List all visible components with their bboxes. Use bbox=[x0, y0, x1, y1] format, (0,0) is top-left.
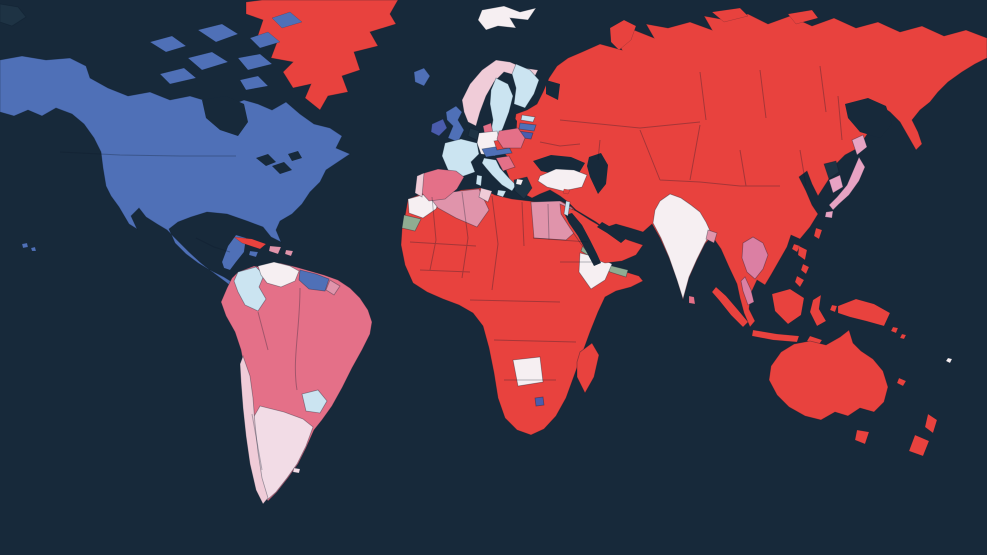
region-turkey[interactable] bbox=[537, 168, 588, 192]
region-western-sahara[interactable] bbox=[401, 214, 422, 232]
region-guyana-suriname[interactable] bbox=[298, 269, 330, 292]
region-israel[interactable] bbox=[563, 200, 571, 217]
region-taiwan[interactable] bbox=[813, 227, 823, 240]
region-india[interactable] bbox=[652, 193, 712, 301]
white-sea bbox=[546, 80, 560, 100]
region-madagascar[interactable] bbox=[576, 342, 600, 394]
region-chukotka-wrap bbox=[0, 3, 27, 27]
persian-gulf bbox=[597, 222, 628, 243]
region-new-zealand[interactable] bbox=[908, 413, 938, 457]
region-north-korea[interactable] bbox=[823, 160, 840, 180]
region-japan[interactable] bbox=[824, 134, 868, 219]
region-chile[interactable] bbox=[239, 354, 269, 505]
sea-of-okhotsk bbox=[845, 98, 892, 138]
region-venezuela[interactable] bbox=[257, 261, 300, 288]
region-jamaica[interactable] bbox=[248, 250, 259, 258]
region-cyprus[interactable] bbox=[562, 188, 571, 195]
region-french-guiana[interactable] bbox=[325, 279, 341, 296]
region-australia[interactable] bbox=[768, 329, 889, 421]
region-bangladesh[interactable] bbox=[705, 229, 718, 244]
region-new-guinea[interactable] bbox=[837, 298, 891, 327]
region-italy[interactable] bbox=[475, 157, 517, 198]
region-tunisia[interactable] bbox=[478, 187, 493, 203]
country-border-lines bbox=[59, 65, 843, 471]
region-sri-lanka[interactable] bbox=[688, 295, 696, 305]
region-indonesia[interactable] bbox=[711, 286, 838, 347]
region-botswana[interactable] bbox=[512, 356, 544, 387]
region-cuba[interactable] bbox=[233, 236, 267, 250]
region-arabia[interactable] bbox=[559, 203, 644, 264]
region-philippines[interactable] bbox=[794, 245, 810, 288]
region-netherlands[interactable] bbox=[467, 127, 480, 141]
region-hispaniola[interactable] bbox=[268, 245, 282, 255]
region-ireland[interactable] bbox=[430, 118, 448, 137]
hudson-bay bbox=[202, 96, 248, 136]
region-croatia[interactable] bbox=[495, 155, 516, 172]
region-paraguay[interactable] bbox=[301, 389, 328, 414]
region-fiji[interactable] bbox=[945, 357, 953, 364]
region-thailand-laos-cambodia[interactable] bbox=[740, 236, 769, 306]
region-yucatan[interactable] bbox=[221, 234, 247, 271]
red-sea bbox=[565, 213, 601, 266]
region-poland[interactable] bbox=[496, 127, 526, 149]
region-iceland[interactable] bbox=[413, 67, 431, 87]
great-lakes bbox=[256, 151, 302, 174]
region-hainan[interactable] bbox=[791, 243, 801, 253]
region-svalbard[interactable] bbox=[477, 5, 537, 31]
region-finland[interactable] bbox=[511, 63, 540, 109]
region-solomon-islands[interactable] bbox=[890, 326, 907, 340]
region-north-macedonia[interactable] bbox=[515, 178, 524, 186]
region-canadian-arctic-islands[interactable] bbox=[149, 11, 303, 91]
region-falklands[interactable] bbox=[292, 467, 301, 474]
region-portugal[interactable] bbox=[414, 172, 425, 198]
region-new-caledonia[interactable] bbox=[896, 377, 907, 387]
region-tasmania[interactable] bbox=[854, 429, 870, 445]
region-lesotho[interactable] bbox=[534, 396, 545, 407]
region-puerto-rico[interactable] bbox=[284, 249, 294, 257]
region-estonia[interactable] bbox=[520, 114, 536, 123]
region-arctic-russian-islands[interactable] bbox=[609, 7, 819, 51]
region-france[interactable] bbox=[441, 138, 480, 178]
region-latvia[interactable] bbox=[518, 122, 537, 132]
region-north-america[interactable] bbox=[0, 55, 351, 297]
region-united-kingdom[interactable] bbox=[445, 105, 465, 143]
caspian-sea bbox=[587, 153, 608, 194]
region-south-korea[interactable] bbox=[828, 174, 844, 194]
region-hawaii[interactable] bbox=[21, 242, 37, 252]
